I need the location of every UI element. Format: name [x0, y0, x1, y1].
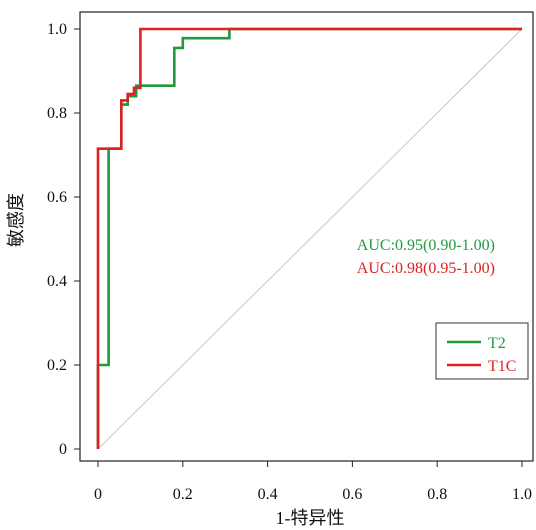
legend-label-t1c: T1C [488, 358, 516, 375]
plot-frame [79, 11, 534, 462]
x-tick-label: 1.0 [512, 486, 532, 503]
roc-curve-t2 [96, 27, 522, 449]
auc-annotation-t2: AUC:0.95(0.90-1.00) [357, 237, 495, 254]
y-tick-label: 0.4 [47, 273, 67, 290]
x-tick-label: 0 [94, 486, 102, 503]
x-tick-label: 0.8 [427, 486, 447, 503]
y-tick-label: 0.6 [47, 189, 67, 206]
x-tick-label: 0.2 [173, 486, 193, 503]
y-axis-ticks: 0 0.2 0.4 0.6 0.8 1.0 [47, 21, 80, 458]
legend: T2 T1C [435, 322, 529, 380]
y-tick-label: 0.2 [47, 357, 67, 374]
x-axis-ticks: 0 0.2 0.4 0.6 0.8 1.0 [94, 461, 532, 503]
auc-annotation-t1c: AUC:0.98(0.95-1.00) [357, 260, 495, 277]
y-tick-label: 1.0 [47, 21, 67, 38]
roc-curve-t1c [96, 27, 522, 449]
legend-box [435, 322, 529, 380]
x-axis-label: 1-特异性 [276, 508, 345, 528]
y-tick-label: 0 [59, 441, 67, 458]
axes [79, 11, 534, 462]
reference-diagonal [97, 28, 523, 450]
y-axis-label: 敏感度 [6, 193, 26, 247]
y-tick-label: 0.8 [47, 105, 67, 122]
legend-label-t2: T2 [488, 335, 506, 352]
x-tick-label: 0.6 [342, 486, 362, 503]
plot-area [96, 27, 523, 450]
x-tick-label: 0.4 [258, 486, 278, 503]
